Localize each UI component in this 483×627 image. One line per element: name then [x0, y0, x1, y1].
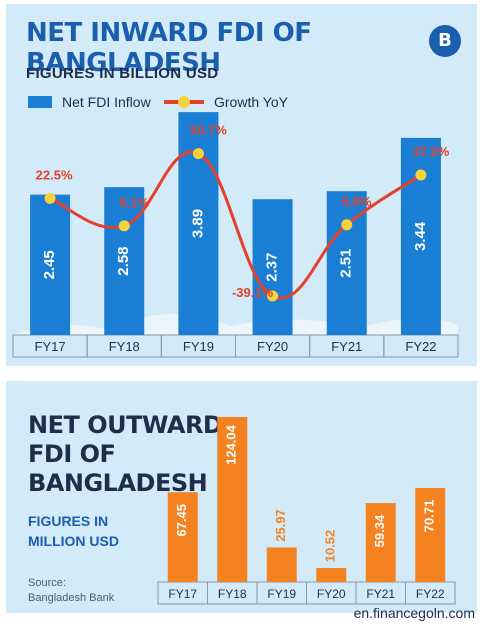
- outward-title-line-2: FDI OF: [28, 440, 116, 468]
- inward-fdi-panel: NET INWARD FDI OF BANGLADESH B FIGURES I…: [6, 4, 477, 366]
- source-value: Bangladesh Bank: [28, 592, 115, 604]
- x-tick-label: FY21: [366, 587, 395, 601]
- outward-bar-label: 10.52: [323, 530, 338, 563]
- inward-bar-label: 2.51: [338, 248, 355, 277]
- growth-point: [192, 148, 204, 160]
- background-wave: [13, 313, 458, 335]
- outward-bar: [365, 503, 396, 582]
- outward-chart: FY17 FY18 FY19 FY20 FY21 FY22 67.45 124.04 25.97…: [157, 417, 456, 605]
- outward-bar-label: 70.71: [422, 500, 437, 533]
- x-tick-label: FY22: [416, 587, 445, 601]
- outward-bar: [316, 568, 347, 582]
- source-note: Source: Bangladesh Bank: [28, 576, 114, 606]
- outward-bar-label: 59.34: [372, 514, 387, 547]
- legend-growth-label: Growth YoY: [214, 94, 288, 110]
- inward-bar: [30, 194, 71, 335]
- growth-point: [415, 169, 427, 181]
- outward-bar: [167, 492, 198, 582]
- outward-subtitle-line-2: MILLION USD: [28, 533, 119, 549]
- outward-bar-label: 124.04: [224, 424, 239, 465]
- inward-bar-label: 2.45: [41, 250, 58, 279]
- outward-bar: [266, 547, 297, 582]
- inward-chart-title: NET INWARD FDI OF BANGLADESH: [26, 18, 312, 78]
- inward-bar: [104, 187, 145, 335]
- growth-label: 5.1%: [119, 195, 149, 210]
- growth-label: 50.7%: [190, 123, 227, 138]
- inward-bar-label: 2.37: [264, 252, 281, 281]
- inward-bar-label: 2.58: [115, 246, 132, 275]
- outward-bar: [415, 487, 446, 582]
- legend-bar-swatch: [28, 96, 52, 108]
- growth-label: -39.1%: [232, 285, 274, 300]
- growth-point: [44, 192, 56, 204]
- x-tick-label: FY17: [168, 587, 197, 601]
- legend-fdi-label: Net FDI Inflow: [62, 94, 151, 110]
- legend-fdi-inflow: Net FDI Inflow: [26, 94, 151, 110]
- growth-label: 22.5%: [36, 167, 73, 182]
- x-tick-label: FY19: [183, 339, 214, 354]
- source-label: Source:: [28, 577, 66, 589]
- legend-line-swatch: [164, 96, 204, 108]
- x-tick-label: FY18: [109, 339, 140, 354]
- growth-label: 37.2%: [412, 144, 449, 159]
- x-tick-label: FY22: [405, 339, 436, 354]
- outward-bar-label: 25.97: [273, 509, 288, 542]
- growth-label: 5.8%: [342, 194, 372, 209]
- outward-chart-subtitle: FIGURES IN MILLION USD: [28, 511, 119, 551]
- inward-bar-label: 3.89: [189, 209, 206, 238]
- x-tick-label: FY20: [317, 587, 346, 601]
- inward-chart-subtitle: FIGURES IN BILLION USD: [26, 65, 219, 82]
- growth-point: [118, 220, 130, 232]
- inward-bar: [252, 199, 293, 335]
- inward-bar-label: 3.44: [412, 221, 429, 251]
- logo-icon: B: [429, 25, 461, 57]
- outward-bar: [217, 417, 248, 582]
- inward-chart: FY17 FY18 FY19 FY20 FY21 FY22 2.45 2.58 3.89 2.37…: [12, 112, 459, 358]
- outward-title-line-1: NET OUTWARD: [28, 411, 223, 439]
- outward-subtitle-line-1: FIGURES IN: [28, 513, 109, 529]
- growth-point: [341, 219, 353, 231]
- x-tick-label: FY18: [218, 587, 247, 601]
- site-credit: en.financegoln.com: [353, 605, 475, 621]
- growth-point: [267, 290, 279, 302]
- legend-growth-yoy: Growth YoY: [162, 94, 288, 110]
- x-tick-label: FY19: [267, 587, 296, 601]
- x-tick-label: FY17: [35, 339, 66, 354]
- x-tick-label: FY21: [331, 339, 362, 354]
- outward-bar-label: 67.45: [174, 504, 189, 537]
- x-tick-label: FY20: [257, 339, 288, 354]
